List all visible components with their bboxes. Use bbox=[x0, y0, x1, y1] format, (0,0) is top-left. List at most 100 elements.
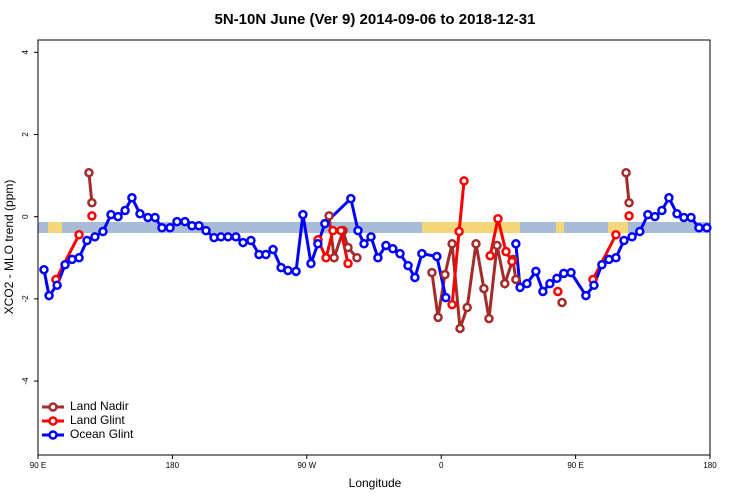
legend-label: Land Glint bbox=[70, 413, 125, 427]
point bbox=[44, 290, 54, 301]
point bbox=[471, 239, 481, 249]
x-tick-label: 90 E bbox=[30, 461, 46, 470]
point bbox=[366, 232, 376, 242]
point bbox=[87, 197, 97, 208]
point bbox=[373, 253, 383, 263]
point bbox=[441, 292, 451, 303]
legend-label: Land Nadir bbox=[70, 399, 129, 413]
point bbox=[343, 258, 353, 269]
point bbox=[522, 278, 532, 289]
point bbox=[403, 260, 413, 271]
x-tick-label: 0 bbox=[439, 461, 444, 470]
point bbox=[511, 239, 521, 249]
point bbox=[320, 218, 330, 229]
point bbox=[597, 260, 607, 270]
legend-marker bbox=[48, 430, 58, 440]
point bbox=[694, 223, 704, 233]
point bbox=[501, 246, 511, 257]
point bbox=[447, 239, 457, 249]
point bbox=[261, 249, 271, 260]
point bbox=[664, 193, 674, 203]
point bbox=[291, 266, 301, 277]
point bbox=[559, 268, 569, 279]
point bbox=[440, 269, 450, 280]
land-patch bbox=[556, 222, 564, 233]
point bbox=[321, 253, 331, 263]
chart-title: 5N-10N June (Ver 9) 2014-09-06 to 2018-1… bbox=[214, 11, 535, 28]
y-tick-label: 0 bbox=[21, 214, 30, 219]
y-tick-label: 4 bbox=[21, 50, 30, 55]
point bbox=[447, 299, 457, 310]
point bbox=[454, 226, 464, 237]
y-tick-label: -4 bbox=[21, 377, 30, 385]
point bbox=[538, 286, 548, 297]
x-tick-label: 180 bbox=[703, 461, 717, 470]
point bbox=[566, 267, 576, 278]
point bbox=[180, 216, 190, 227]
point bbox=[246, 235, 256, 246]
y-tick-label: -2 bbox=[21, 295, 30, 303]
point bbox=[113, 211, 123, 222]
land-patch bbox=[422, 222, 520, 233]
point bbox=[581, 290, 591, 301]
point bbox=[686, 212, 696, 223]
point bbox=[410, 272, 420, 283]
point bbox=[324, 211, 334, 221]
point bbox=[589, 280, 599, 291]
point bbox=[74, 230, 84, 240]
point bbox=[553, 286, 563, 297]
point bbox=[90, 232, 100, 242]
x-tick-label: 180 bbox=[166, 461, 180, 470]
point bbox=[84, 167, 94, 178]
point bbox=[359, 239, 369, 249]
point bbox=[621, 167, 631, 178]
point bbox=[39, 264, 49, 275]
point bbox=[98, 226, 108, 237]
point bbox=[627, 232, 637, 242]
point bbox=[531, 266, 541, 277]
point bbox=[194, 220, 204, 231]
point bbox=[157, 223, 167, 233]
legend-label: Ocean Glint bbox=[70, 427, 134, 441]
point bbox=[201, 225, 211, 236]
x-axis-label: Longitude bbox=[349, 476, 402, 490]
land-patch bbox=[608, 222, 628, 233]
point bbox=[283, 265, 293, 276]
point bbox=[492, 240, 502, 251]
ocean-band bbox=[38, 222, 710, 233]
point bbox=[459, 176, 469, 186]
point bbox=[336, 225, 346, 236]
point bbox=[619, 235, 629, 246]
legend-marker bbox=[48, 416, 58, 426]
point bbox=[702, 223, 712, 233]
y-axis-label: XCO2 - MLO trend (ppm) bbox=[2, 180, 16, 315]
point bbox=[127, 193, 137, 203]
point bbox=[328, 225, 338, 236]
point bbox=[60, 260, 70, 270]
point bbox=[82, 235, 92, 246]
point bbox=[231, 232, 241, 242]
point bbox=[353, 225, 363, 236]
point bbox=[329, 253, 339, 263]
series-line bbox=[56, 181, 629, 305]
point bbox=[427, 267, 437, 278]
point bbox=[172, 216, 182, 227]
point bbox=[223, 232, 233, 242]
point bbox=[611, 230, 621, 240]
point bbox=[479, 283, 489, 294]
point bbox=[624, 211, 634, 221]
point bbox=[507, 256, 517, 267]
point bbox=[484, 313, 494, 324]
point bbox=[388, 243, 398, 254]
point bbox=[352, 253, 362, 263]
y-tick-label: 2 bbox=[21, 132, 30, 137]
point bbox=[433, 312, 443, 323]
point bbox=[500, 278, 510, 289]
point bbox=[635, 226, 645, 237]
point bbox=[346, 193, 356, 204]
point bbox=[493, 213, 503, 224]
point bbox=[268, 244, 278, 255]
point bbox=[432, 251, 442, 262]
point bbox=[552, 273, 562, 284]
